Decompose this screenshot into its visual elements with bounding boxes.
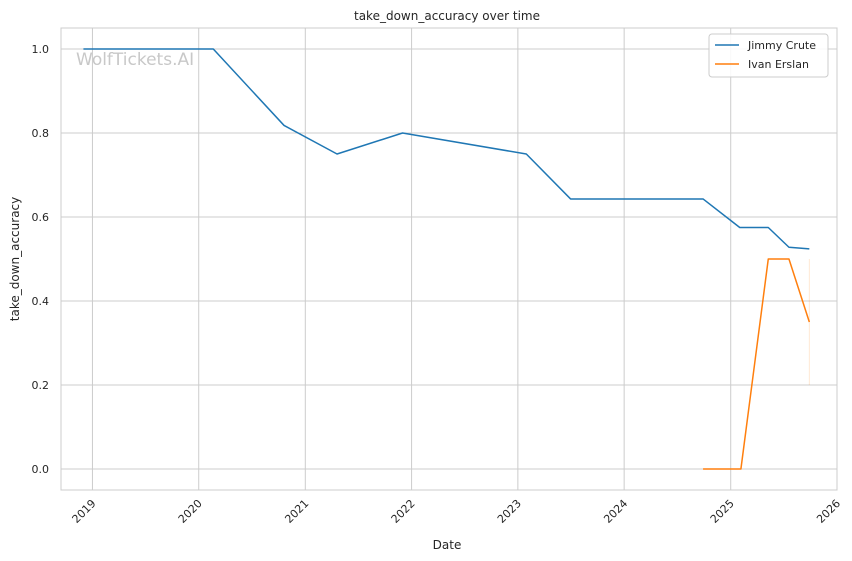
y-tick-label: 0.2 bbox=[32, 379, 50, 392]
x-tick-label: 2024 bbox=[601, 497, 630, 526]
grid-lines bbox=[61, 28, 838, 490]
y-tick-label: 0.6 bbox=[32, 211, 50, 224]
chart-title: take_down_accuracy over time bbox=[354, 9, 540, 23]
x-tick-label: 2026 bbox=[814, 497, 843, 526]
legend-label-jimmy-crute: Jimmy Crute bbox=[747, 39, 816, 52]
y-tick-labels: 0.0 0.2 0.4 0.6 0.8 1.0 bbox=[32, 43, 50, 476]
series-layer bbox=[83, 48, 811, 470]
legend-label-ivan-erslan: Ivan Erslan bbox=[748, 58, 809, 71]
x-tick-label: 2023 bbox=[495, 497, 524, 526]
x-tick-label: 2019 bbox=[70, 497, 99, 526]
plot-frame bbox=[60, 27, 838, 491]
series-line-ivan-erslan bbox=[703, 258, 811, 470]
y-tick-label: 1.0 bbox=[32, 43, 50, 56]
x-tick-label: 2020 bbox=[176, 497, 205, 526]
series-line-jimmy-crute bbox=[83, 48, 810, 250]
y-axis-label: take_down_accuracy bbox=[8, 197, 22, 321]
x-tick-labels: 2019 2020 2021 2022 2023 2024 2025 2026 bbox=[70, 497, 844, 526]
y-tick-label: 0.4 bbox=[32, 295, 50, 308]
x-axis-label: Date bbox=[433, 538, 462, 552]
watermark: WolfTickets.AI bbox=[76, 50, 194, 70]
y-tick-label: 0.0 bbox=[32, 463, 50, 476]
x-tick-label: 2025 bbox=[708, 497, 737, 526]
x-tick-label: 2022 bbox=[389, 497, 418, 526]
y-tick-label: 0.8 bbox=[32, 127, 50, 140]
x-tick-label: 2021 bbox=[282, 497, 311, 526]
legend: Jimmy Crute Ivan Erslan bbox=[708, 33, 829, 78]
